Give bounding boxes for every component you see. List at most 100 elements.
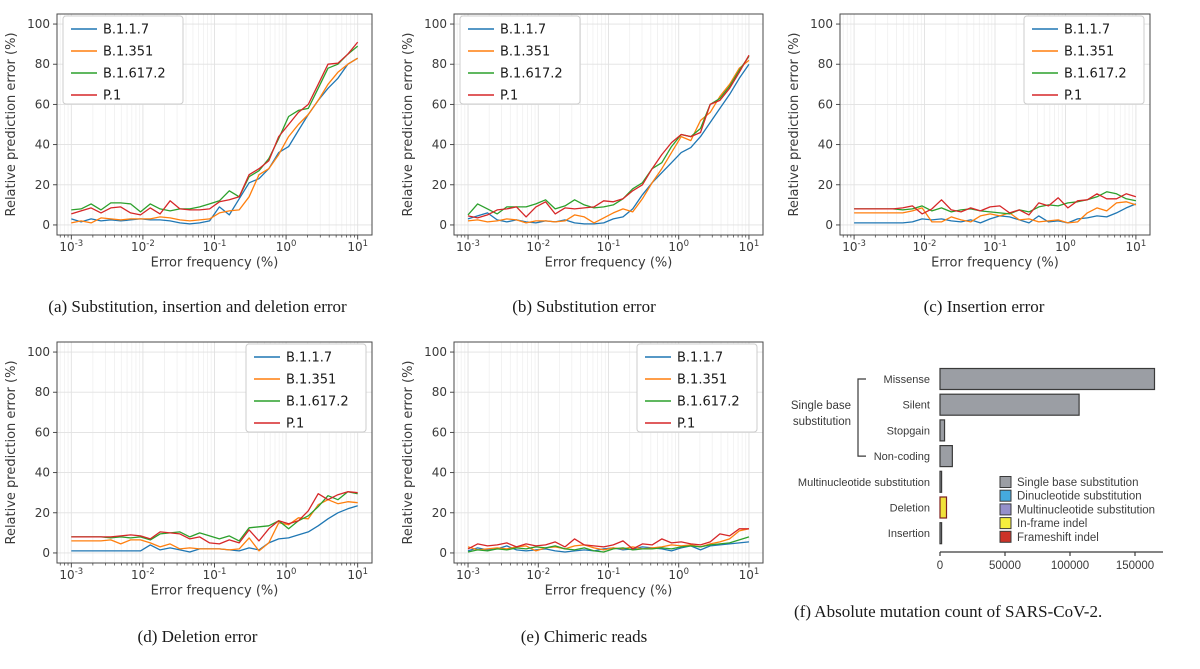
bar-label-0: Missense <box>884 374 930 386</box>
svg-text:100: 100 <box>27 17 50 31</box>
svg-text:80: 80 <box>432 385 447 399</box>
svg-text:100000: 100000 <box>1051 560 1089 572</box>
legend-label: B.1.617.2 <box>103 67 166 82</box>
legend-label: P.1 <box>677 417 695 432</box>
group-bracket-label: substitution <box>793 416 851 428</box>
svg-text:0: 0 <box>937 560 943 572</box>
legend-label: B.1.351 <box>103 45 153 60</box>
svg-text:10-3: 10-3 <box>456 567 480 582</box>
bar-2 <box>939 419 946 442</box>
y-axis-label: Relative prediction error (%) <box>4 360 19 544</box>
svg-text:101: 101 <box>347 239 368 254</box>
bar-5 <box>939 496 948 519</box>
svg-text:60: 60 <box>818 97 833 111</box>
svg-text:100: 100 <box>1055 239 1076 254</box>
svg-text:10-2: 10-2 <box>131 567 155 582</box>
svg-text:40: 40 <box>35 138 50 152</box>
x-axis: 10-3 10-2 10-1 100 101 <box>456 563 759 582</box>
svg-text:100: 100 <box>668 567 689 582</box>
legend-label: B.1.1.7 <box>1064 23 1110 38</box>
series-line-B.1.351 <box>71 57 359 224</box>
legend-swatch-4 <box>999 530 1012 543</box>
bar-3 <box>939 445 953 468</box>
svg-text:50000: 50000 <box>989 560 1021 572</box>
legend: B.1.1.7 B.1.351 B.1.617.2 P.1 <box>459 15 581 105</box>
legend-swatch-0 <box>999 476 1012 488</box>
panel-f-plot: Missense Silent Stopgain Non-coding Multinuc… <box>791 367 1163 572</box>
svg-text:100: 100 <box>27 345 50 359</box>
svg-text:10-2: 10-2 <box>526 239 550 254</box>
legend: B.1.1.7 B.1.351 B.1.617.2 P.1 <box>1023 15 1145 105</box>
legend-label: Single base substitution <box>1017 477 1138 489</box>
svg-text:20: 20 <box>35 178 50 192</box>
legend-label: P.1 <box>286 417 304 432</box>
svg-text:60: 60 <box>35 425 50 439</box>
caption-e: (e) Chimeric reads <box>520 627 648 646</box>
legend-label: B.1.617.2 <box>1064 67 1127 82</box>
caption-f: (f) Absolute mutation count of SARS-CoV-… <box>794 602 1103 621</box>
svg-text:10-1: 10-1 <box>597 239 621 254</box>
x-axis-label: Error frequency (%) <box>545 256 673 271</box>
svg-text:20: 20 <box>818 178 833 192</box>
bar-x-axis: 0 50000 100000 150000 <box>937 551 1163 572</box>
svg-text:60: 60 <box>35 97 50 111</box>
panel-d-plot: 10-3 10-2 10-1 100 101 Error frequency (%) 0 20… <box>4 341 373 599</box>
bar-legend: Single base substitution Dinucleotide sub… <box>999 476 1155 544</box>
svg-text:101: 101 <box>739 239 760 254</box>
legend: B.1.1.7 B.1.351 B.1.617.2 P.1 <box>245 343 367 433</box>
y-axis-label: Relative prediction error (%) <box>401 360 416 544</box>
series-line-B.1.1.7 <box>854 203 1137 224</box>
svg-text:100: 100 <box>276 567 297 582</box>
bar-0 <box>939 367 1156 391</box>
bar-label-6: Insertion <box>888 528 930 540</box>
legend-label: P.1 <box>500 89 518 104</box>
grid <box>454 342 763 563</box>
svg-text:80: 80 <box>35 385 50 399</box>
svg-text:10-1: 10-1 <box>983 239 1007 254</box>
legend-label: P.1 <box>103 89 121 104</box>
bar-label-2: Stopgain <box>887 425 930 437</box>
svg-text:10-3: 10-3 <box>59 239 83 254</box>
series-line-P.1 <box>71 41 359 216</box>
svg-text:100: 100 <box>668 239 689 254</box>
svg-text:80: 80 <box>432 57 447 71</box>
legend-swatch-3 <box>999 517 1012 530</box>
legend-label: In-frame indel <box>1017 518 1087 530</box>
svg-text:10-2: 10-2 <box>131 239 155 254</box>
x-axis-label: Error frequency (%) <box>151 256 279 271</box>
svg-text:20: 20 <box>35 506 50 520</box>
y-axis: 0 20 40 60 80 100 <box>27 17 57 232</box>
svg-text:101: 101 <box>739 567 760 582</box>
svg-text:10-3: 10-3 <box>456 239 480 254</box>
series-line-B.1.351 <box>71 499 358 552</box>
svg-text:10-2: 10-2 <box>526 567 550 582</box>
svg-text:0: 0 <box>439 218 447 232</box>
svg-text:20: 20 <box>432 178 447 192</box>
series-line-P.1 <box>467 528 749 550</box>
legend-label: B.1.1.7 <box>103 23 149 38</box>
legend-label: B.1.351 <box>1064 45 1114 60</box>
caption-a: (a) Substitution, insertion and deletion… <box>48 297 347 316</box>
bar-label-4: Multinucleotide substitution <box>798 477 930 489</box>
legend-label: B.1.1.7 <box>677 351 723 366</box>
svg-text:10-3: 10-3 <box>842 239 866 254</box>
panel-a-plot: 10-3 10-2 10-1 100 101 Error frequency (%) 0 20… <box>4 13 373 271</box>
y-axis: 0 20 40 60 80 100 <box>810 17 840 232</box>
svg-text:100: 100 <box>276 239 297 254</box>
x-axis-label: Error frequency (%) <box>931 256 1059 271</box>
series-line-B.1.617.2 <box>71 491 358 542</box>
panel-b-plot: 10-3 10-2 10-1 100 101 Error frequency (%) 0 20… <box>401 13 764 271</box>
svg-text:40: 40 <box>432 466 447 480</box>
x-axis: 10-3 10-2 10-1 100 101 <box>59 563 368 582</box>
legend-label: B.1.1.7 <box>286 351 332 366</box>
legend-label: B.1.1.7 <box>500 23 546 38</box>
svg-text:80: 80 <box>35 57 50 71</box>
svg-text:100: 100 <box>424 345 447 359</box>
svg-text:100: 100 <box>424 17 447 31</box>
series-line-P.1 <box>854 193 1137 216</box>
legend: B.1.1.7 B.1.351 B.1.617.2 P.1 <box>636 343 758 433</box>
legend-label: B.1.617.2 <box>677 395 740 410</box>
panel-c-plot: 10-3 10-2 10-1 100 101 Error frequency (%) 0 20… <box>787 13 1151 271</box>
